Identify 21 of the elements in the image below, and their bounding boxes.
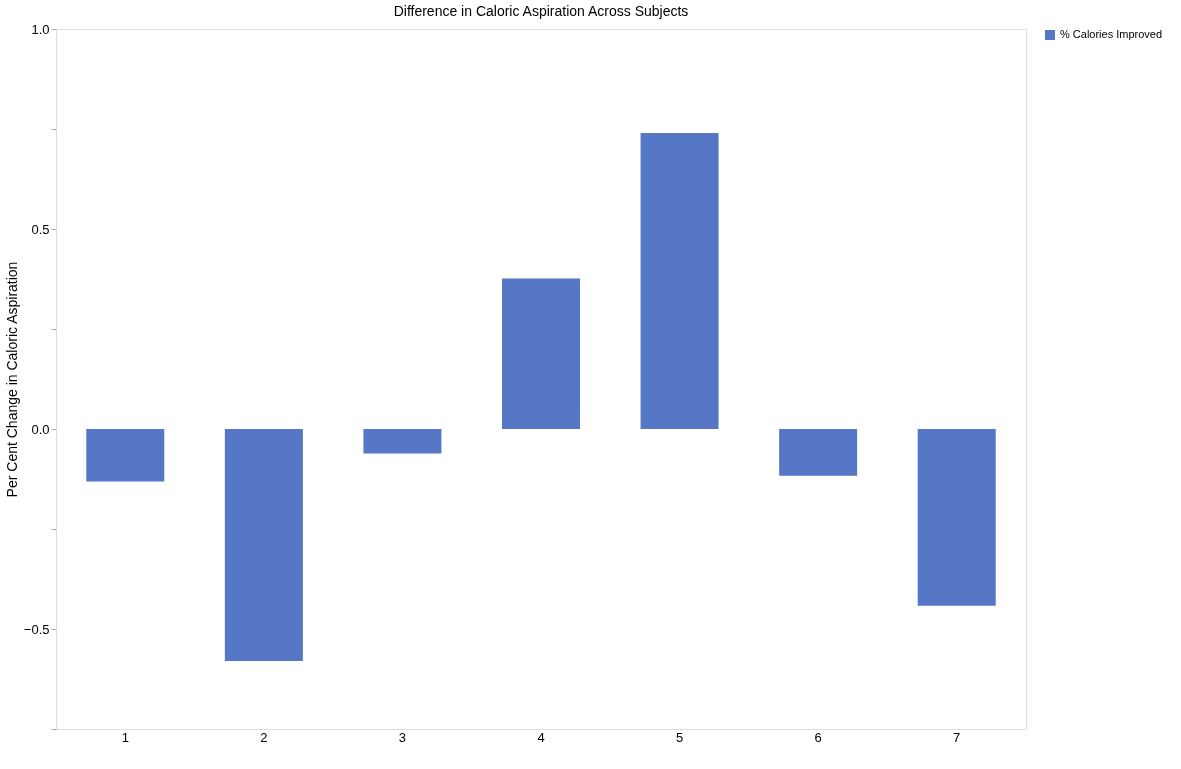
x-tick-label: 5: [675, 729, 684, 745]
x-tick-label: 1: [121, 729, 129, 745]
bar: [502, 278, 580, 429]
y-tick-label: 0.0: [31, 421, 50, 437]
bar: [86, 429, 165, 482]
x-tick-label: 4: [537, 729, 545, 745]
x-tick-label: 7: [953, 729, 961, 745]
chart-title: Difference in Caloric Aspiration Across Subjects: [393, 3, 689, 19]
x-tick-label: 2: [260, 729, 268, 745]
y-tick-label: 1.0: [31, 21, 50, 37]
legend-label: % Calories Improved: [1060, 28, 1163, 40]
y-tick-label: −0.5: [23, 621, 50, 637]
bar: [917, 429, 996, 606]
bar: [363, 429, 442, 454]
y-tick-label: 0.5: [31, 221, 50, 237]
y-axis-title: Per Cent Change in Caloric Aspiration: [3, 261, 20, 498]
bar: [640, 133, 719, 429]
bar: [779, 429, 858, 476]
x-tick-label: 6: [814, 729, 822, 745]
x-tick-label: 3: [398, 729, 407, 745]
bar: [224, 429, 303, 661]
